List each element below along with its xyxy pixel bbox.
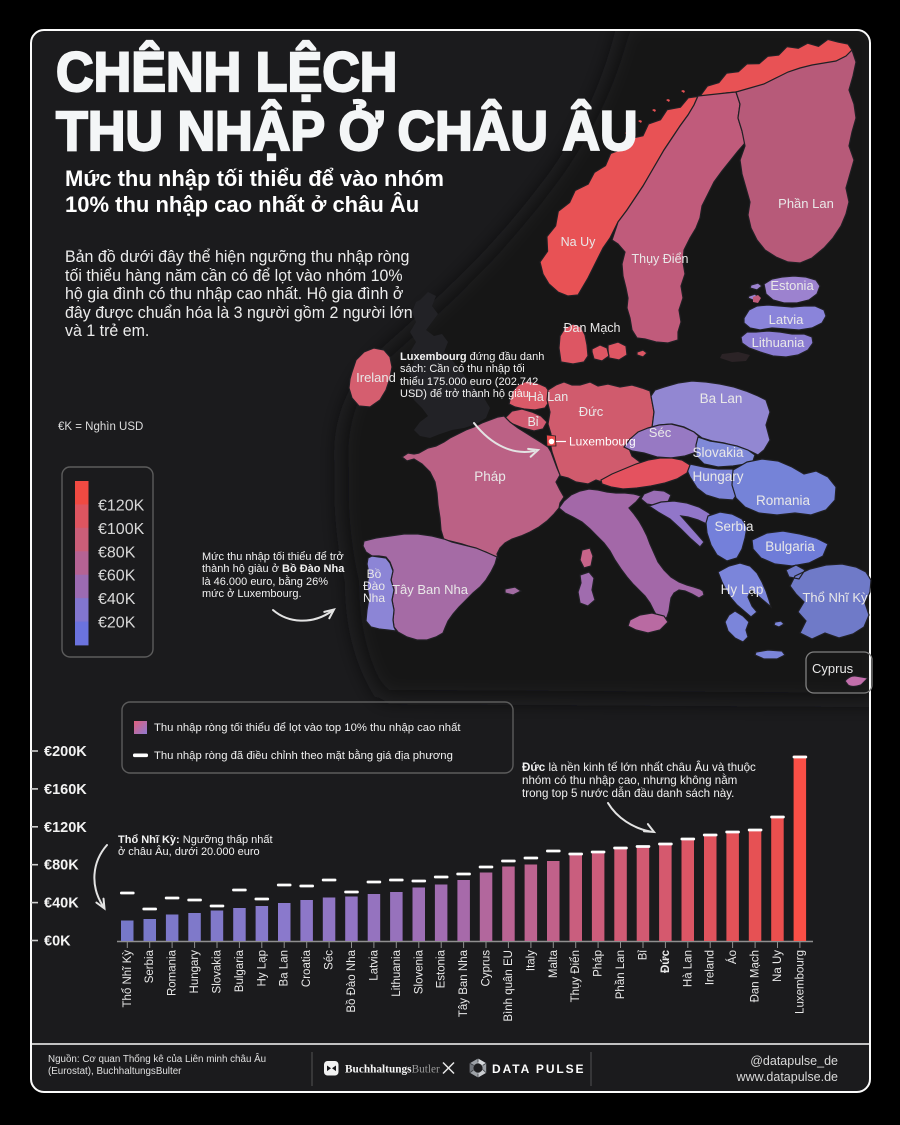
svg-text:€120K: €120K — [98, 497, 145, 514]
svg-text:Serbia: Serbia — [714, 519, 754, 534]
svg-text:€40K: €40K — [44, 896, 79, 912]
svg-text:Hà Lan: Hà Lan — [528, 390, 568, 404]
svg-text:Đức: Đức — [660, 949, 672, 973]
svg-text:Thổ Nhĩ Kỳ: Thổ Nhĩ Kỳ — [802, 590, 868, 605]
svg-text:Latvia: Latvia — [368, 949, 380, 980]
svg-text:Thổ Nhĩ Kỳ: Thổ Nhĩ Kỳ — [122, 950, 134, 1008]
svg-text:Ba Lan: Ba Lan — [700, 391, 743, 406]
svg-text:Thụy Điển: Thụy Điển — [570, 950, 582, 1002]
svg-text:Lithuania: Lithuania — [391, 949, 403, 996]
svg-text:Đan Mạch: Đan Mạch — [750, 950, 762, 1002]
svg-text:€80K: €80K — [44, 858, 79, 874]
svg-text:Hungary: Hungary — [189, 950, 201, 994]
svg-text:Đào: Đào — [363, 579, 385, 593]
svg-text:Romania: Romania — [756, 493, 811, 508]
svg-text:Serbia: Serbia — [144, 949, 156, 983]
svg-text:€100K: €100K — [98, 521, 145, 538]
svg-text:Thu nhập ròng đã điều chỉnh th: Thu nhập ròng đã điều chỉnh theo mặt bằn… — [154, 749, 453, 762]
svg-text:Nha: Nha — [363, 591, 385, 605]
svg-text:Romania: Romania — [167, 949, 179, 996]
svg-text:Pháp: Pháp — [474, 469, 506, 484]
svg-text:BuchhaltungsButler: BuchhaltungsButler — [345, 1064, 440, 1076]
svg-text:€200K: €200K — [44, 744, 87, 760]
svg-text:Thu nhập ròng tối thiểu để lọt: Thu nhập ròng tối thiểu để lọt vào top 1… — [154, 722, 461, 734]
svg-text:Ireland: Ireland — [705, 950, 717, 985]
svg-text:€120K: €120K — [44, 820, 87, 836]
svg-text:Đức: Đức — [579, 404, 604, 419]
svg-text:Áo: Áo — [726, 950, 739, 964]
svg-text:Na Uy: Na Uy — [772, 950, 784, 982]
svg-text:Hy Lạp: Hy Lạp — [721, 582, 764, 597]
svg-text:Cyprus: Cyprus — [812, 661, 854, 676]
svg-text:Phần Lan: Phần Lan — [615, 950, 627, 999]
svg-text:Estonia: Estonia — [770, 278, 814, 293]
svg-text:Estonia: Estonia — [436, 949, 448, 988]
svg-text:Bồ: Bồ — [367, 567, 382, 581]
svg-text:€20K: €20K — [98, 615, 136, 632]
svg-text:Tây Ban Nha: Tây Ban Nha — [392, 582, 469, 597]
svg-text:Slovakia: Slovakia — [692, 445, 744, 460]
svg-text:Hà Lan: Hà Lan — [682, 950, 694, 987]
svg-text:Đan Mạch: Đan Mạch — [564, 321, 621, 335]
svg-text:Luxembourg: Luxembourg — [794, 950, 806, 1014]
svg-text:DATA PULSE: DATA PULSE — [492, 1062, 585, 1076]
svg-text:Na Uy: Na Uy — [561, 235, 596, 249]
svg-text:Séc: Séc — [324, 950, 336, 970]
svg-text:Séc: Séc — [649, 425, 672, 440]
svg-text:Bỉ: Bỉ — [527, 415, 538, 429]
svg-text:Latvia: Latvia — [769, 312, 804, 327]
svg-text:Tây Ban Nha: Tây Ban Nha — [458, 949, 470, 1017]
svg-text:€80K: €80K — [98, 544, 136, 561]
svg-text:Bỉ: Bỉ — [638, 950, 650, 961]
svg-text:Thụy Điển: Thụy Điển — [632, 252, 689, 266]
svg-text:Luxembourg: Luxembourg — [569, 435, 636, 449]
svg-text:€60K: €60K — [98, 568, 136, 585]
svg-text:€160K: €160K — [44, 782, 87, 798]
svg-text:Bồ Đào Nha: Bồ Đào Nha — [346, 949, 358, 1012]
svg-text:Bulgaria: Bulgaria — [765, 539, 815, 554]
svg-text:Hungary: Hungary — [692, 469, 743, 484]
svg-text:Bulgaria: Bulgaria — [234, 949, 246, 992]
svg-text:Slovakia: Slovakia — [212, 949, 224, 993]
svg-text:Lithuania: Lithuania — [752, 335, 806, 350]
svg-text:Bình quân EU: Bình quân EU — [503, 950, 515, 1022]
svg-text:Hy Lạp: Hy Lạp — [256, 950, 268, 986]
svg-text:Pháp: Pháp — [593, 950, 605, 977]
svg-text:Croatia: Croatia — [301, 949, 313, 987]
svg-text:Cyprus: Cyprus — [481, 950, 493, 987]
svg-text:€0K: €0K — [44, 934, 71, 950]
svg-text:Phần Lan: Phần Lan — [778, 196, 834, 211]
svg-text:Italy: Italy — [525, 950, 537, 971]
svg-text:Ireland: Ireland — [356, 370, 396, 385]
svg-text:Malta: Malta — [548, 949, 560, 978]
svg-text:Ba Lan: Ba Lan — [279, 950, 291, 986]
svg-text:Slovenia: Slovenia — [413, 949, 425, 994]
svg-text:€40K: €40K — [98, 591, 136, 608]
